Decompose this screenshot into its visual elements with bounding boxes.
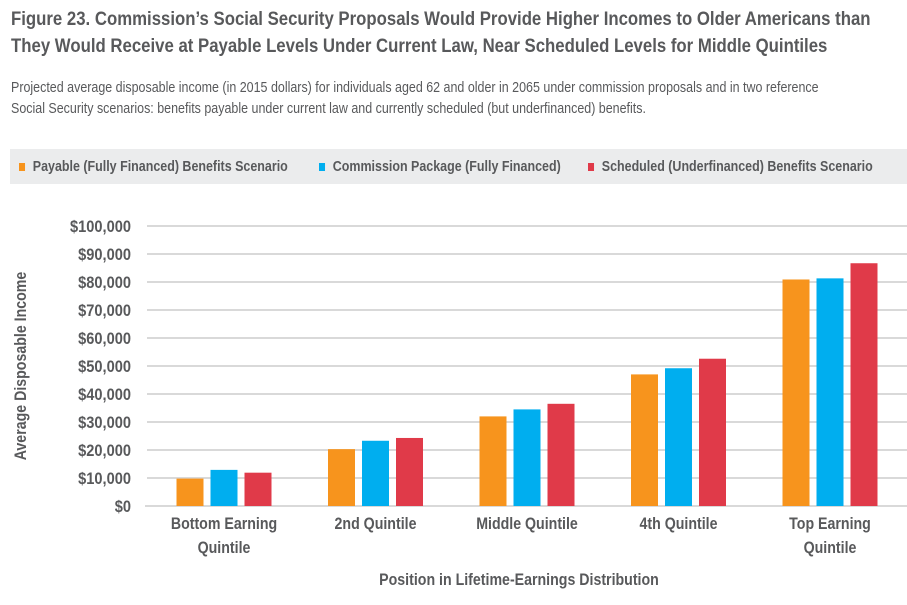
- y-tick-label: $10,000: [78, 470, 131, 488]
- legend-swatch-commission: [319, 162, 326, 171]
- legend-item-payable: Payable (Fully Financed) Benefits Scenar…: [19, 149, 288, 184]
- y-tick-label: $20,000: [78, 442, 131, 460]
- bar-commission-0: [210, 469, 238, 506]
- x-category-label: 4th Quintile: [640, 515, 718, 533]
- bar-scheduled-3: [699, 358, 726, 506]
- x-category-label: 2nd Quintile: [335, 515, 417, 533]
- y-tick-label: $70,000: [78, 302, 131, 320]
- x-axis-category-labels: Bottom Earning Quintile 2nd Quintile Middle…: [171, 515, 871, 557]
- legend-swatch-scheduled: [588, 162, 595, 171]
- bar-payable-3: [631, 374, 658, 506]
- figure-title-line-1: Figure 23. Commission’s Social Security …: [11, 8, 871, 30]
- chart-legend: Payable (Fully Financed) Benefits Scenar…: [10, 149, 907, 184]
- bar-commission-2: [513, 409, 541, 506]
- bar-payable-4: [782, 279, 810, 506]
- bar-payable-1: [328, 449, 355, 506]
- bars: [176, 263, 878, 506]
- bar-commission-4: [816, 278, 844, 506]
- x-axis-title: Position in Lifetime-Earnings Distributi…: [379, 571, 659, 589]
- figure-subtitle: Projected average disposable income (in …: [11, 78, 819, 120]
- x-category-label: Quintile: [198, 539, 251, 557]
- bar-scheduled-2: [547, 403, 575, 506]
- bar-payable-0: [176, 478, 204, 506]
- legend-label-commission: Commission Package (Fully Financed): [332, 158, 561, 175]
- bar-commission-1: [362, 440, 389, 506]
- bar-scheduled-0: [244, 472, 272, 506]
- figure-subtitle-line-1: Projected average disposable income (in …: [11, 80, 819, 96]
- legend-label-payable: Payable (Fully Financed) Benefits Scenar…: [32, 158, 288, 175]
- x-category-label: Top Earning: [789, 515, 871, 533]
- y-tick-label: $100,000: [70, 218, 131, 236]
- y-tick-label: $50,000: [78, 358, 131, 376]
- y-tick-label: $30,000: [78, 414, 131, 432]
- y-tick-label: $60,000: [78, 330, 131, 348]
- y-tick-label: $90,000: [78, 246, 131, 264]
- figure-title: Figure 23. Commission’s Social Security …: [11, 6, 871, 60]
- legend-item-scheduled: Scheduled (Underfinanced) Benefits Scena…: [588, 149, 873, 184]
- y-axis-tick-labels: $0 $10,000 $20,000 $30,000 $40,000 $50,000 $60…: [70, 218, 131, 516]
- x-category-label: Middle Quintile: [476, 515, 578, 533]
- bar-payable-2: [479, 416, 507, 506]
- legend-label-scheduled: Scheduled (Underfinanced) Benefits Scena…: [601, 158, 873, 175]
- bar-commission-3: [665, 368, 692, 506]
- y-tick-label: $40,000: [78, 386, 131, 404]
- y-tick-label: $0: [115, 498, 131, 516]
- bar-scheduled-4: [850, 263, 878, 506]
- bar-scheduled-1: [396, 437, 423, 506]
- figure-subtitle-line-2: Social Security scenarios: benefits paya…: [11, 101, 646, 117]
- figure-title-line-2: They Would Receive at Payable Levels Und…: [11, 35, 828, 57]
- y-axis-title: Average Disposable Income: [12, 271, 30, 460]
- x-category-label: Bottom Earning: [171, 515, 277, 533]
- legend-swatch-payable: [19, 162, 26, 171]
- x-category-label: Quintile: [804, 539, 857, 557]
- y-tick-label: $80,000: [78, 274, 131, 292]
- legend-item-commission: Commission Package (Fully Financed): [319, 149, 561, 184]
